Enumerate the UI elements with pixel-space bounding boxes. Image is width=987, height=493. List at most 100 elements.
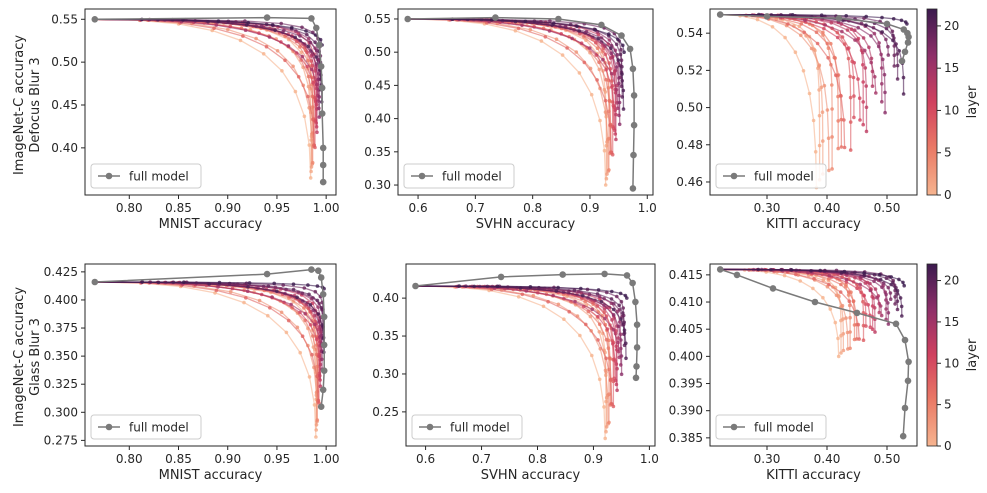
- layer-point: [621, 107, 626, 111]
- layer-point: [315, 82, 319, 86]
- layer-line: [407, 18, 608, 179]
- layer-point: [863, 48, 867, 53]
- layer-point: [615, 53, 620, 57]
- layer-point: [596, 314, 600, 319]
- layer-point: [842, 269, 847, 274]
- layer-point: [783, 35, 787, 40]
- layer-curve-3: [718, 12, 831, 173]
- layer-point: [289, 302, 293, 307]
- layer-point: [880, 100, 884, 104]
- y-tick-label: 0.50: [51, 55, 78, 69]
- full-model-point: [630, 121, 638, 129]
- full-model-point: [320, 313, 328, 321]
- layer-point: [314, 435, 318, 439]
- layer-point: [861, 36, 866, 40]
- layer-point: [826, 136, 831, 140]
- y-tick-label: 0.25: [372, 405, 399, 419]
- layer-point: [315, 418, 320, 422]
- layer-point: [578, 333, 582, 338]
- full-model-point: [317, 274, 325, 281]
- layer-point: [541, 304, 546, 309]
- layer-line: [94, 281, 320, 404]
- x-tick-label: 0.80: [116, 452, 143, 466]
- layer-point: [833, 320, 838, 325]
- layer-point: [597, 330, 602, 334]
- layer-point: [216, 19, 221, 23]
- layer-point: [835, 35, 840, 40]
- full-model-point: [716, 11, 724, 18]
- layer-point: [604, 429, 608, 434]
- layer-line: [720, 268, 845, 351]
- layer-point: [884, 292, 888, 297]
- layer-point: [266, 313, 270, 318]
- layer-point: [869, 60, 873, 65]
- layer-point: [574, 50, 579, 54]
- layer-point: [834, 73, 838, 77]
- layer-point: [226, 27, 230, 32]
- layer-point: [811, 118, 816, 123]
- layer-point: [604, 356, 608, 361]
- y-tick-label: 0.405: [669, 322, 703, 336]
- layer-point: [595, 292, 600, 296]
- layer-point: [892, 64, 897, 68]
- layer-point: [848, 120, 853, 124]
- layer-point: [607, 420, 611, 425]
- layer-point: [616, 336, 621, 340]
- layer-point: [582, 60, 587, 65]
- layer-point: [857, 96, 862, 100]
- layer-point: [603, 436, 607, 441]
- layer-point: [318, 384, 323, 389]
- layer-point: [828, 307, 833, 311]
- full-model-point: [901, 48, 909, 56]
- layer-point: [863, 66, 868, 70]
- layer-curve-2: [718, 267, 846, 353]
- layer-point: [306, 74, 311, 79]
- layer-point: [621, 43, 625, 48]
- layer-point: [825, 108, 830, 112]
- layer-point: [314, 423, 319, 427]
- layer-point: [283, 58, 287, 63]
- layer-point: [207, 282, 211, 286]
- layer-point: [546, 299, 550, 304]
- layer-point: [308, 323, 313, 327]
- layer-point: [275, 49, 280, 53]
- layer-point: [620, 72, 624, 76]
- layer-point: [848, 346, 852, 351]
- x-tick-label: 1.0: [640, 452, 659, 466]
- layer-point: [905, 22, 909, 26]
- full-model-point: [901, 336, 909, 344]
- legend-box: [90, 414, 202, 440]
- legend-box: [411, 414, 523, 440]
- x-tick-label: 0.50: [874, 452, 901, 466]
- legend-label: full model: [129, 170, 189, 184]
- layer-point: [621, 306, 625, 310]
- layer-point: [895, 52, 900, 56]
- y-tick-label: 0.46: [676, 175, 703, 189]
- layer-point: [614, 42, 619, 47]
- layer-point: [879, 66, 884, 70]
- layer-point: [291, 282, 296, 287]
- layer-point: [897, 277, 901, 282]
- x-tick-label: 1.0: [638, 201, 657, 215]
- layer-point: [838, 290, 843, 294]
- layer-point: [848, 95, 853, 100]
- x-tick-label: 0.50: [874, 201, 901, 215]
- y-tick-label: 0.50: [364, 45, 391, 59]
- layer-point: [819, 85, 824, 90]
- full-model-point: [317, 403, 325, 411]
- full-model-point: [633, 363, 640, 370]
- y-tick-label: 0.300: [44, 405, 78, 419]
- layer-point: [587, 292, 592, 297]
- layer-point: [182, 280, 186, 285]
- layer-curve-5: [718, 12, 840, 151]
- y-tick-label: 0.395: [669, 377, 703, 391]
- layer-point: [807, 91, 812, 96]
- layer-point: [790, 13, 795, 17]
- layer-point: [625, 296, 629, 300]
- layer-point: [817, 143, 822, 148]
- layer-point: [618, 320, 622, 324]
- layer-point: [826, 56, 830, 60]
- layer-point: [306, 283, 310, 287]
- y-tick-label: 0.375: [44, 321, 78, 335]
- full-model-line: [719, 268, 910, 437]
